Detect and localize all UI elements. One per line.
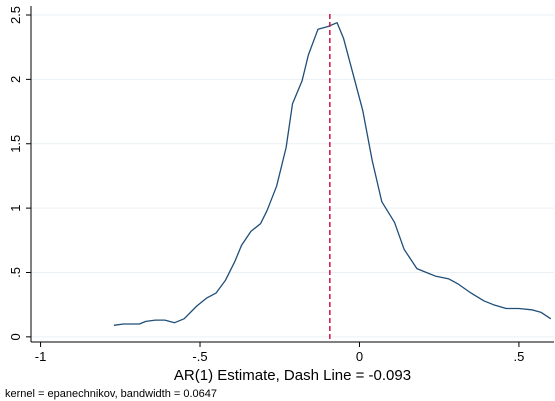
y-tick-label-2: 1 — [8, 204, 23, 211]
x-tick-label-1: -.5 — [192, 349, 207, 364]
y-tick-label-0: 0 — [8, 333, 23, 340]
ticks: 0 .5 1 1.5 2 2.5 -1 -.5 0 .5 — [8, 6, 524, 364]
x-tick-label-2: 0 — [356, 349, 363, 364]
density-line-0 — [113, 22, 552, 326]
x-tick-label-3: .5 — [513, 349, 524, 364]
x-axis-title: AR(1) Estimate, Dash Line = -0.093 — [174, 367, 411, 384]
x-tick-label-0: -1 — [35, 349, 47, 364]
y-tick-label-3: 1.5 — [8, 135, 23, 153]
y-tick-label-4: 2 — [8, 76, 23, 83]
series-group — [113, 22, 552, 326]
y-tick-label-5: 2.5 — [8, 6, 23, 24]
y-tick-label-1: .5 — [8, 267, 23, 278]
gridlines — [31, 14, 554, 338]
axes — [30, 6, 554, 343]
kernel-note: kernel = epanechnikov, bandwidth = 0.064… — [5, 388, 217, 400]
